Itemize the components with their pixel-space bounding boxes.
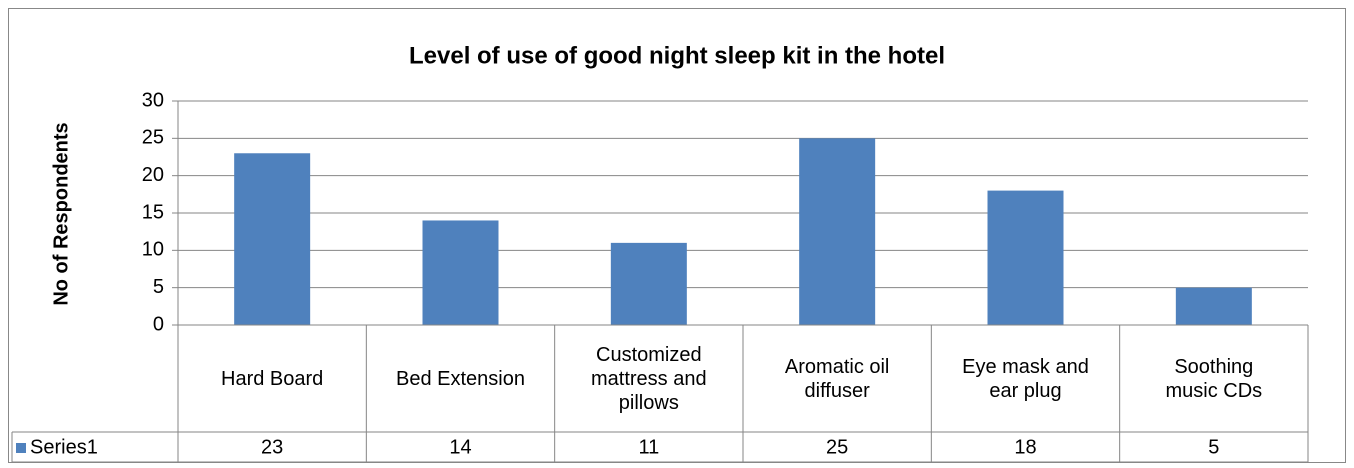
- table-value: 23: [261, 436, 283, 458]
- x-tick-label: Aromatic oil diffuser: [743, 325, 931, 432]
- chart-title: Level of use of good night sleep kit in …: [409, 42, 945, 69]
- table-value: 18: [1014, 436, 1036, 458]
- category-text: Soothing music CDs: [1165, 355, 1263, 402]
- y-tick-label: 15: [142, 201, 164, 223]
- bar: [610, 242, 687, 325]
- x-tick-label: Soothing music CDs: [1120, 325, 1308, 432]
- x-tick-label: Eye mask and ear plug: [931, 325, 1119, 432]
- table-value: 14: [449, 436, 471, 458]
- x-tick-label: Bed Extension: [366, 325, 554, 432]
- y-tick-label: 25: [142, 127, 164, 149]
- bar: [234, 153, 311, 325]
- y-tick-label: 10: [142, 239, 164, 261]
- x-tick-label: Customized mattress and pillows: [555, 325, 743, 432]
- x-tick-label: Hard Board: [178, 325, 366, 432]
- bar: [799, 138, 876, 325]
- bar: [1175, 287, 1252, 325]
- category-text: Customized mattress and pillows: [591, 343, 707, 414]
- y-tick-label: 20: [142, 164, 164, 186]
- y-axis-label: No of Respondents: [50, 122, 72, 305]
- table-value: 5: [1208, 436, 1219, 458]
- y-tick-label: 30: [142, 89, 164, 111]
- bar: [422, 220, 499, 325]
- bar: [987, 190, 1064, 325]
- y-tick-label: 5: [153, 276, 164, 298]
- legend-label: Series1: [30, 436, 98, 458]
- legend-key: [16, 443, 26, 453]
- category-text: Hard Board: [221, 367, 324, 390]
- category-text: Bed Extension: [395, 367, 525, 390]
- y-tick-label: 0: [153, 313, 164, 335]
- category-text: Eye mask and ear plug: [962, 355, 1089, 402]
- category-text: Aromatic oil diffuser: [784, 355, 890, 402]
- table-value: 11: [638, 436, 659, 458]
- table-value: 25: [826, 436, 848, 458]
